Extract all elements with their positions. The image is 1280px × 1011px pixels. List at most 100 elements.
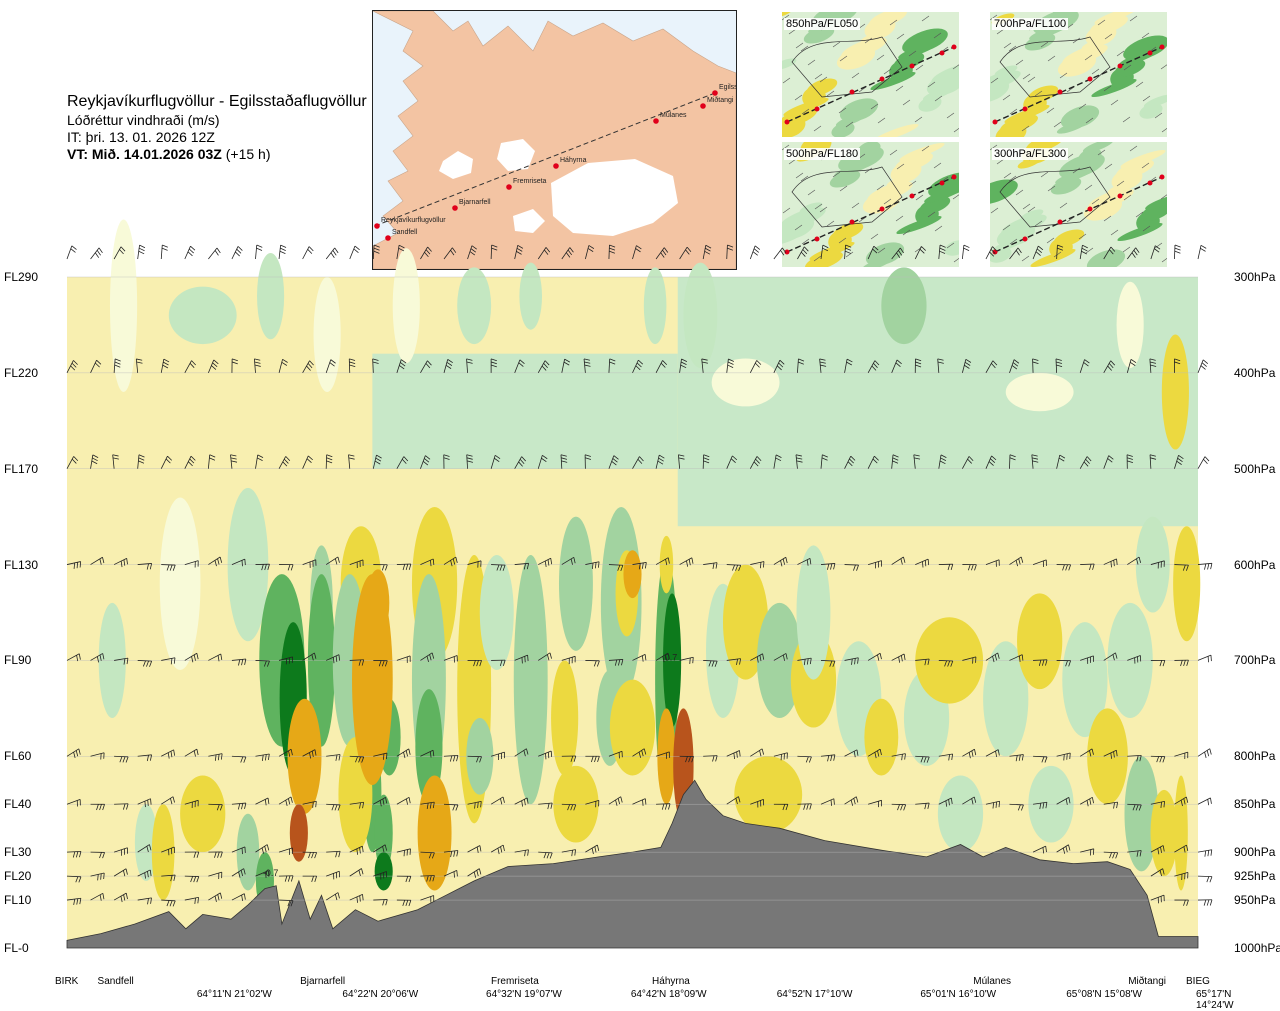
- wind-barb-feather: [801, 252, 805, 256]
- wind-barb-staff: [986, 247, 992, 259]
- wind-barb-staff: [845, 245, 846, 259]
- wind-barb: [1104, 247, 1115, 259]
- wind-barb: [468, 246, 477, 259]
- wind-barb-staff: [397, 564, 411, 565]
- wind-barb-feather: [900, 248, 903, 253]
- wind-barb-staff: [1174, 565, 1188, 566]
- pressure-label: 925hPa: [1234, 869, 1275, 883]
- wind-barb: [1198, 457, 1209, 469]
- velocity-feature: [480, 555, 514, 670]
- velocity-feature: [110, 219, 137, 392]
- wind-barb-feather: [101, 874, 102, 880]
- wind-barb-feather: [333, 250, 336, 255]
- wind-barb-feather: [1207, 877, 1209, 883]
- wind-barb-staff: [232, 246, 238, 259]
- wind-barb: [91, 248, 103, 259]
- location-label: Miðtangi: [1128, 976, 1166, 987]
- wind-barb-staff: [1127, 248, 1135, 259]
- wind-barb-staff: [279, 900, 293, 901]
- wind-barb-feather: [990, 252, 994, 256]
- wind-barb-feather: [95, 253, 98, 258]
- velocity-feature: [712, 358, 780, 406]
- wind-barb: [185, 246, 195, 259]
- wind-barb-staff: [1198, 850, 1212, 852]
- wind-barb-staff: [397, 245, 399, 259]
- wind-barb-feather: [331, 253, 334, 258]
- wind-barb-feather: [1154, 249, 1159, 253]
- wind-barb-staff: [939, 245, 940, 259]
- wind-barb-staff: [420, 247, 427, 259]
- wind-barb-staff: [774, 248, 782, 259]
- wind-barb-feather: [1210, 877, 1212, 883]
- wind-barb-feather: [140, 245, 145, 248]
- wind-barb-feather: [492, 245, 498, 247]
- flight-level-label: FL290: [4, 270, 38, 284]
- coordinate-label: 64°32'N 19°07'W: [486, 989, 562, 1000]
- wind-barb-feather: [151, 799, 152, 805]
- wind-barb-feather: [190, 246, 194, 250]
- wind-barb-feather: [662, 250, 666, 255]
- velocity-feature: [734, 756, 802, 833]
- wind-barb: [256, 245, 263, 259]
- wind-barb-staff: [585, 245, 588, 259]
- wind-barb: [444, 248, 456, 259]
- wind-barb-staff: [1010, 248, 1019, 259]
- wind-barb-feather: [992, 247, 996, 251]
- velocity-feature: [1117, 282, 1144, 368]
- flight-level-label: FL220: [4, 366, 38, 380]
- wind-barb-feather: [516, 251, 521, 254]
- wind-barb-feather: [354, 249, 359, 253]
- wind-barb-staff: [444, 248, 452, 259]
- flight-level-label: FL60: [4, 749, 31, 763]
- wind-barb-feather: [215, 250, 218, 255]
- wind-barb-feather: [139, 248, 144, 251]
- wind-barb-feather: [964, 248, 969, 250]
- wind-barb-feather: [845, 248, 851, 250]
- flight-level-label: FL10: [4, 893, 31, 907]
- velocity-feature: [418, 775, 452, 890]
- wind-barb-feather: [831, 800, 832, 806]
- wind-barb-staff: [633, 246, 637, 259]
- wind-barb-feather: [1204, 900, 1206, 906]
- wind-barb-staff: [373, 245, 374, 259]
- wind-barb: [585, 245, 594, 259]
- wind-barb-feather: [693, 657, 694, 663]
- pressure-label: 300hPa: [1234, 270, 1275, 284]
- wind-barb: [609, 245, 615, 259]
- wind-barb-feather: [1175, 245, 1181, 247]
- wind-barb-staff: [538, 247, 546, 259]
- wind-barb-feather: [1205, 457, 1209, 461]
- wind-barb: [727, 245, 733, 259]
- wind-barb: [1174, 245, 1180, 259]
- wind-barb-staff: [915, 246, 921, 259]
- wind-barb-feather: [1200, 248, 1205, 251]
- wind-barb: [986, 247, 997, 259]
- wind-barb-feather: [589, 245, 594, 248]
- velocity-feature: [393, 248, 420, 363]
- wind-barb: [703, 245, 711, 259]
- wind-barb-feather: [921, 246, 925, 250]
- wind-barb: [538, 247, 549, 259]
- velocity-feature: [551, 660, 578, 775]
- wind-barb: [138, 245, 145, 259]
- wind-barb-feather: [374, 251, 380, 253]
- wind-barb-feather: [335, 248, 338, 253]
- flight-level-label: FL40: [4, 797, 31, 811]
- wind-barb-staff: [892, 248, 901, 259]
- wind-barb: [208, 248, 220, 259]
- wind-barb-feather: [188, 252, 192, 256]
- wind-barb: [680, 247, 691, 259]
- wind-barb-feather: [97, 250, 100, 255]
- wind-barb-feather: [1018, 248, 1021, 253]
- wind-barb: [1198, 245, 1206, 259]
- wind-barb-feather: [940, 248, 946, 250]
- wind-barb-feather: [451, 250, 454, 255]
- flight-level-label: FL90: [4, 653, 31, 667]
- wind-barb-feather: [238, 246, 242, 250]
- wind-barb-staff: [326, 248, 335, 259]
- wind-barb-feather: [570, 248, 574, 253]
- velocity-feature: [644, 267, 667, 344]
- wind-barb-feather: [374, 248, 380, 250]
- wind-barb: [1151, 246, 1160, 259]
- velocity-feature: [180, 775, 225, 852]
